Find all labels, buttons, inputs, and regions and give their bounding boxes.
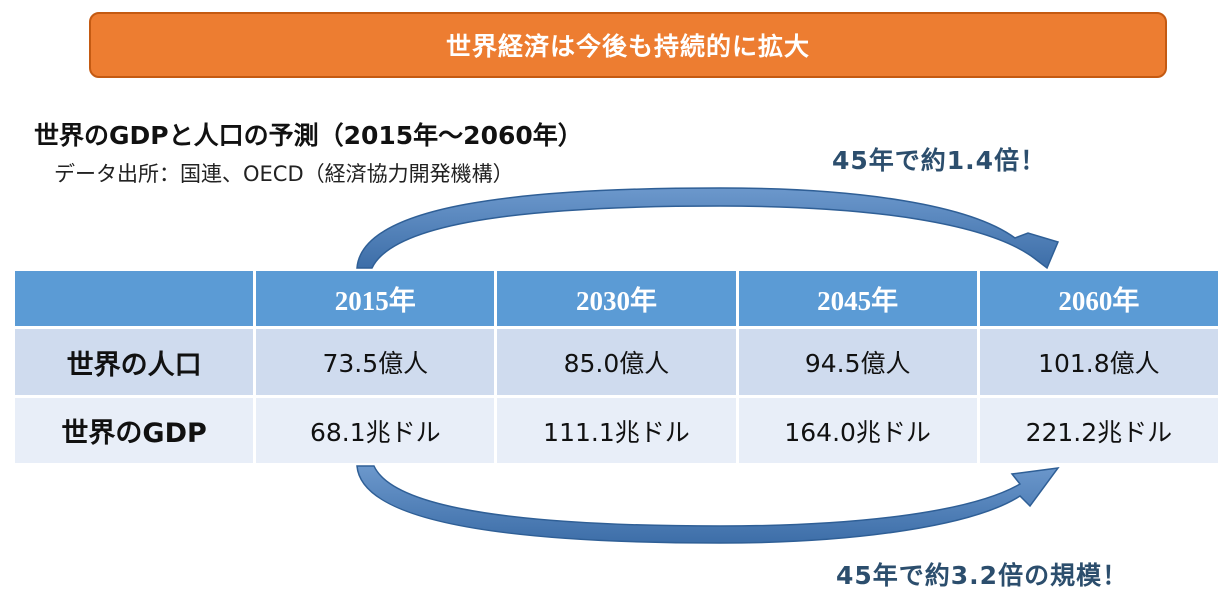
- table-cell: 164.0兆ドル: [738, 398, 977, 463]
- table-cell: 68.1兆ドル: [256, 398, 495, 463]
- table-row: 世界の人口 73.5億人 85.0億人 94.5億人 101.8億人: [15, 329, 1218, 395]
- section-title: 世界のGDPと人口の予測（2015年～2060年）: [34, 121, 583, 150]
- table-cell: 221.2兆ドル: [979, 398, 1218, 463]
- gdp-growth-callout: 45年で約3.2倍の規模！: [836, 561, 1129, 590]
- header-cell-year: 2060年: [979, 271, 1218, 326]
- data-source-note: データ出所：国連、OECD（経済協力開発機構）: [54, 162, 514, 186]
- table-row: 世界のGDP 68.1兆ドル 111.1兆ドル 164.0兆ドル 221.2兆ド…: [15, 398, 1218, 463]
- header-cell-year: 2045年: [738, 271, 977, 326]
- header-cell-empty: [15, 271, 254, 326]
- row-label-population: 世界の人口: [15, 329, 254, 395]
- headline-banner: 世界経済は今後も持続的に拡大: [89, 12, 1167, 78]
- row-label-gdp: 世界のGDP: [15, 398, 254, 463]
- top-arrow-body: [356, 187, 1060, 270]
- table-cell: 111.1兆ドル: [497, 398, 736, 463]
- bottom-arrow-body: [356, 465, 1060, 544]
- table-cell: 73.5億人: [256, 329, 495, 395]
- table-cell: 101.8億人: [979, 329, 1218, 395]
- forecast-table: 2015年 2030年 2045年 2060年 世界の人口 73.5億人 85.…: [12, 268, 1221, 466]
- table-header-row: 2015年 2030年 2045年 2060年: [15, 271, 1218, 326]
- header-cell-year: 2030年: [497, 271, 736, 326]
- header-cell-year: 2015年: [256, 271, 495, 326]
- headline-text: 世界経済は今後も持続的に拡大: [445, 32, 810, 61]
- population-growth-callout: 45年で約1.4倍！: [832, 146, 1047, 175]
- table-cell: 85.0億人: [497, 329, 736, 395]
- table-cell: 94.5億人: [738, 329, 977, 395]
